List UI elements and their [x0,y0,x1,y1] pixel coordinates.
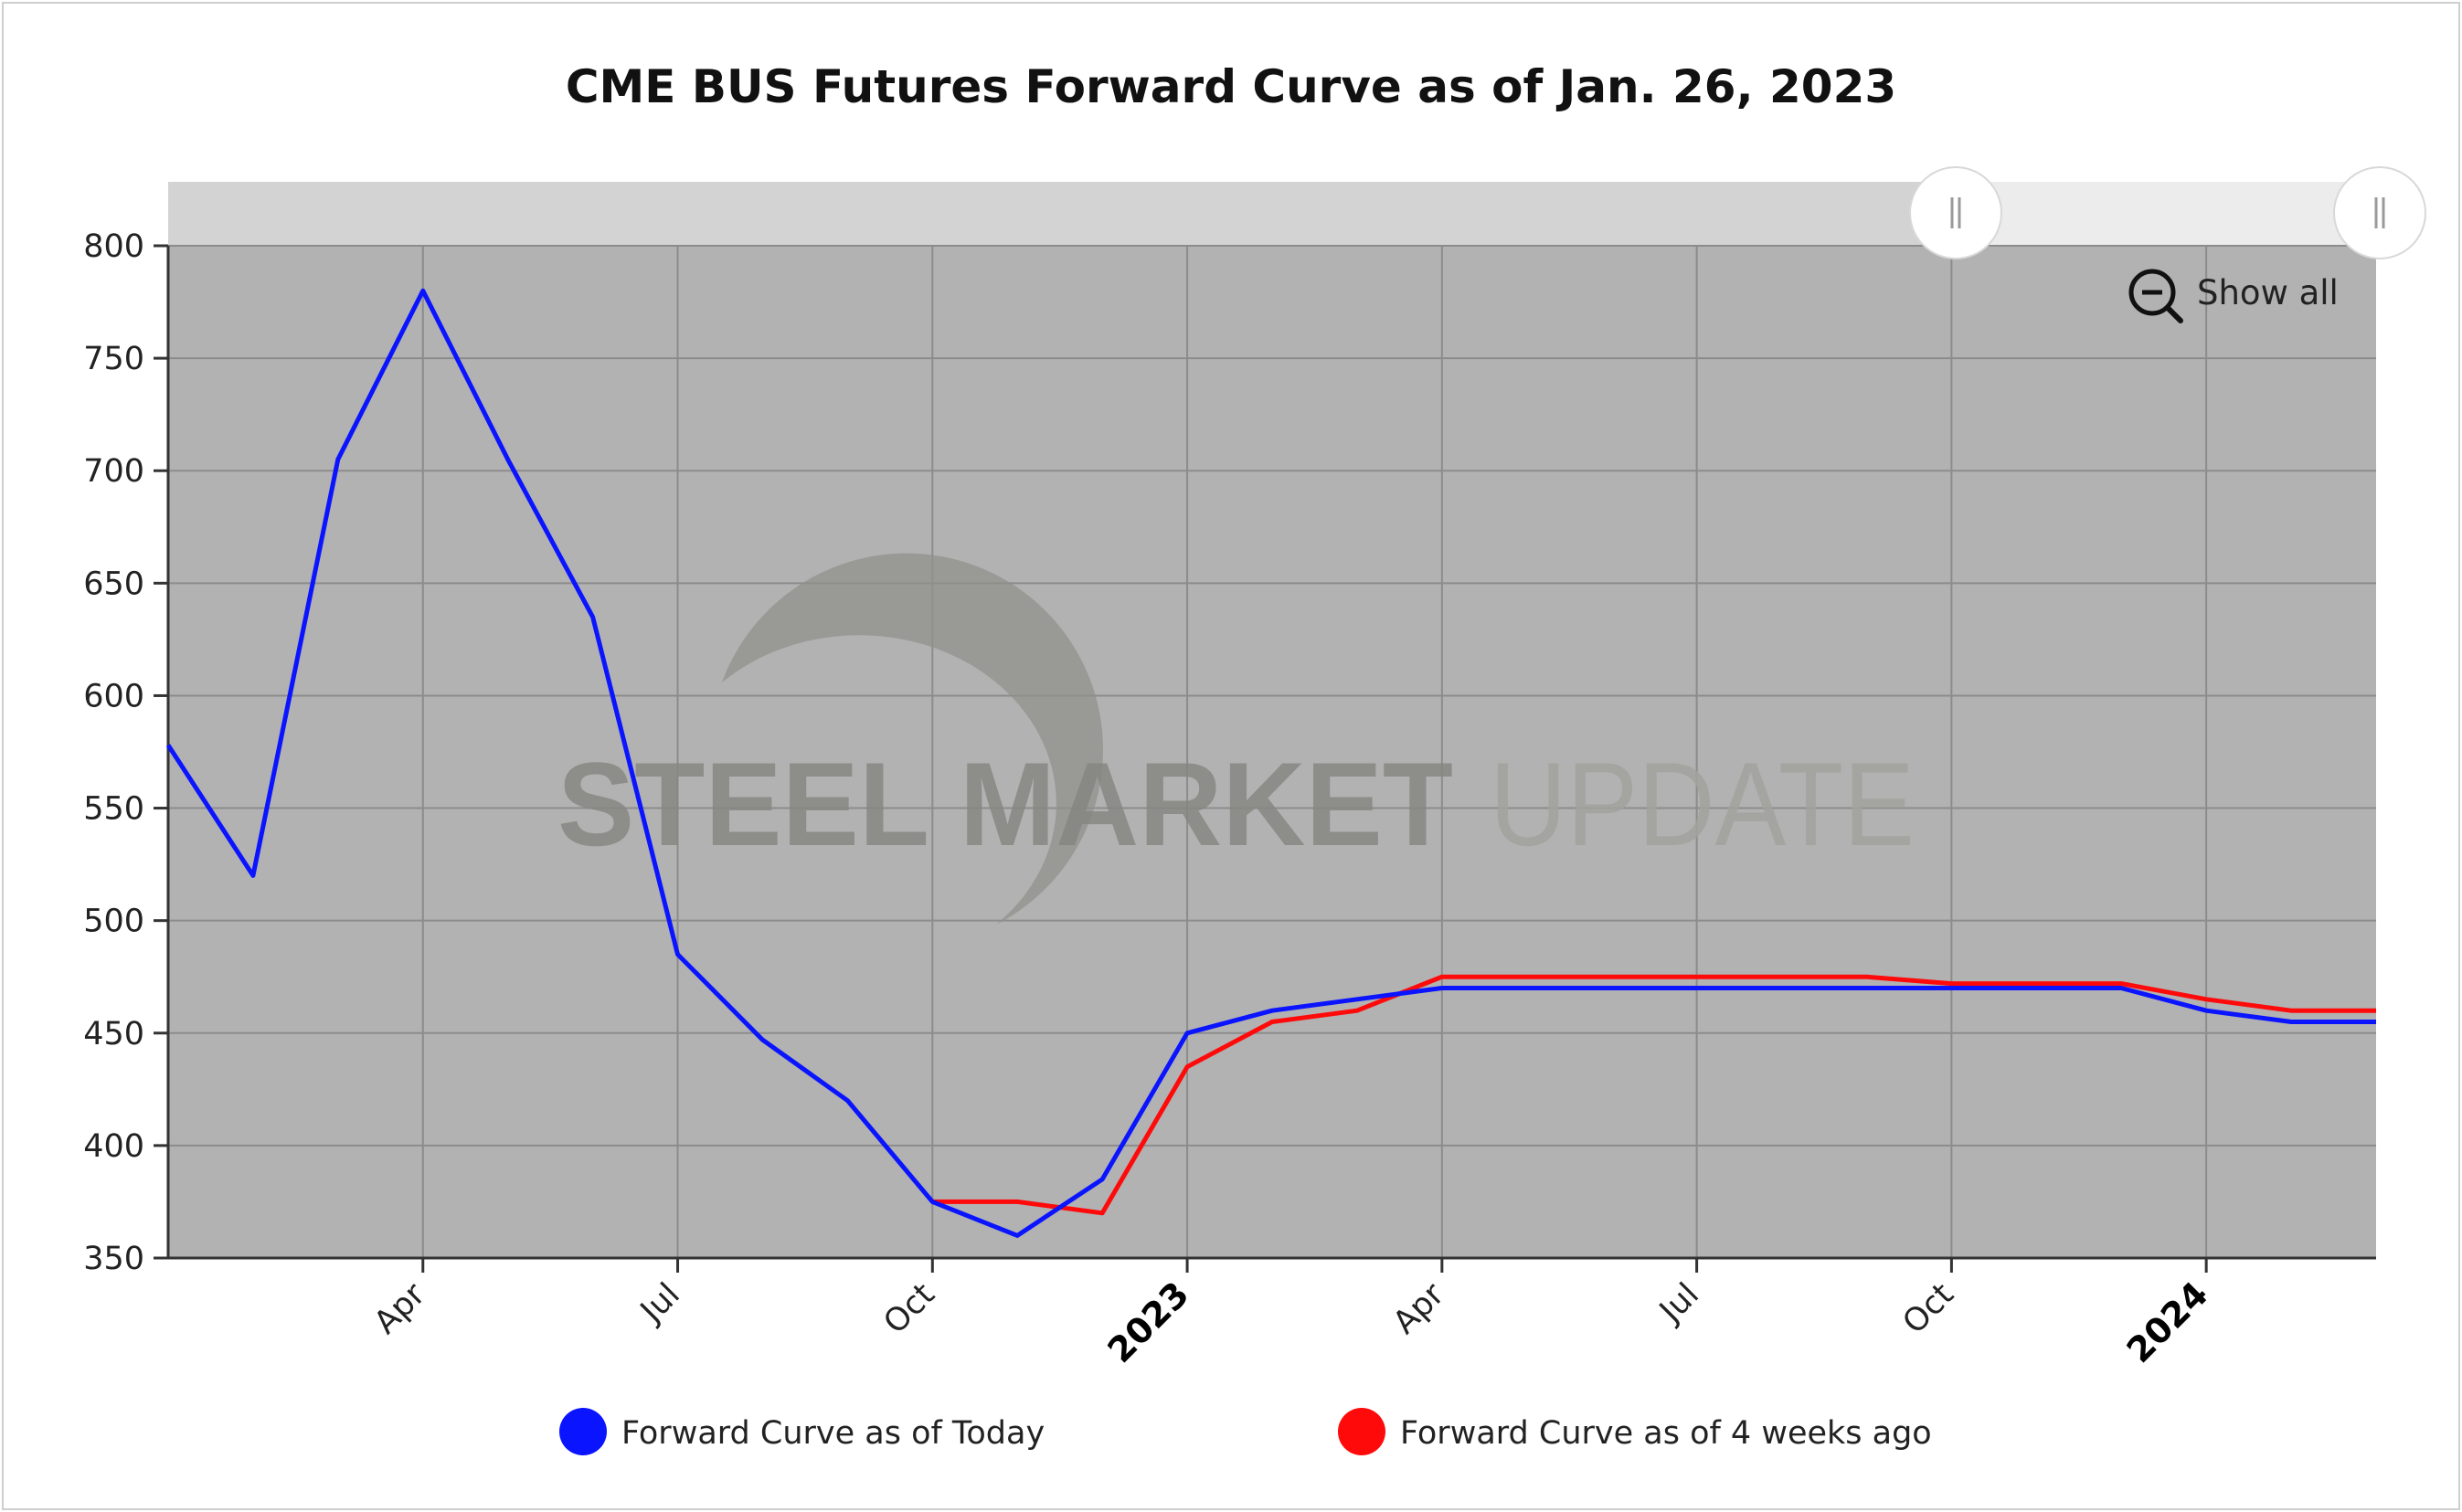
navigator-handle-right[interactable] [2333,166,2426,259]
x-tick-label: Oct [1896,1276,1961,1341]
y-tick-label: 350 [83,1241,144,1277]
x-tick-label: Apr [1386,1276,1452,1342]
x-tick-label: Oct [877,1276,942,1341]
y-tick-label: 550 [83,791,144,828]
y-tick-label: 450 [83,1016,144,1052]
x-tick-label: 2023 [1100,1274,1197,1370]
legend-marker [1338,1408,1385,1455]
y-tick-label: 400 [83,1128,144,1165]
x-tick-label: Apr [367,1276,433,1342]
y-tick-label: 700 [83,453,144,490]
show-all-label: Show all [2197,273,2339,312]
series-line-today[interactable] [165,288,2376,1238]
zoom-out-icon [2128,269,2183,323]
watermark: STEEL MARKET UPDATE [557,553,1915,925]
series-group [165,288,2376,1238]
watermark-text-light: UPDATE [1490,737,1915,871]
legend-label: Forward Curve as of 4 weeks ago [1400,1415,1932,1452]
legend[interactable]: Forward Curve as of Today Forward Curve a… [559,1408,1932,1455]
x-axis-ticks: Apr Jul Oct 2023 Apr Jul Oct 2024 [367,1258,2216,1370]
y-tick-label: 750 [83,341,144,377]
x-tick-label: Jul [632,1276,687,1331]
navigator-selection[interactable] [1956,182,2380,246]
watermark-text-bold: STEEL MARKET [557,737,1453,871]
y-tick-label: 600 [83,678,144,714]
y-tick-label: 650 [83,566,144,602]
legend-item-4-weeks-ago[interactable]: Forward Curve as of 4 weeks ago [1338,1408,1932,1455]
y-axis-ticks: 350 400 450 500 550 600 650 700 750 800 [83,228,168,1277]
x-tick-label: 2024 [2119,1274,2216,1370]
navigator-handle-left[interactable] [1909,166,2002,259]
show-all-button[interactable]: Show all [2128,269,2339,323]
legend-label: Forward Curve as of Today [621,1415,1045,1452]
legend-marker [559,1408,607,1455]
y-tick-label: 500 [83,904,144,940]
chart-title: CME BUS Futures Forward Curve as of Jan.… [566,60,1896,113]
watermark-swoosh [722,553,1103,925]
series-line-4-weeks-ago[interactable] [932,974,2376,1216]
plot-area [168,246,2376,1258]
y-tick-label: 800 [83,228,144,265]
x-tick-label: Jul [1651,1276,1706,1331]
legend-item-today[interactable]: Forward Curve as of Today [559,1408,1045,1455]
